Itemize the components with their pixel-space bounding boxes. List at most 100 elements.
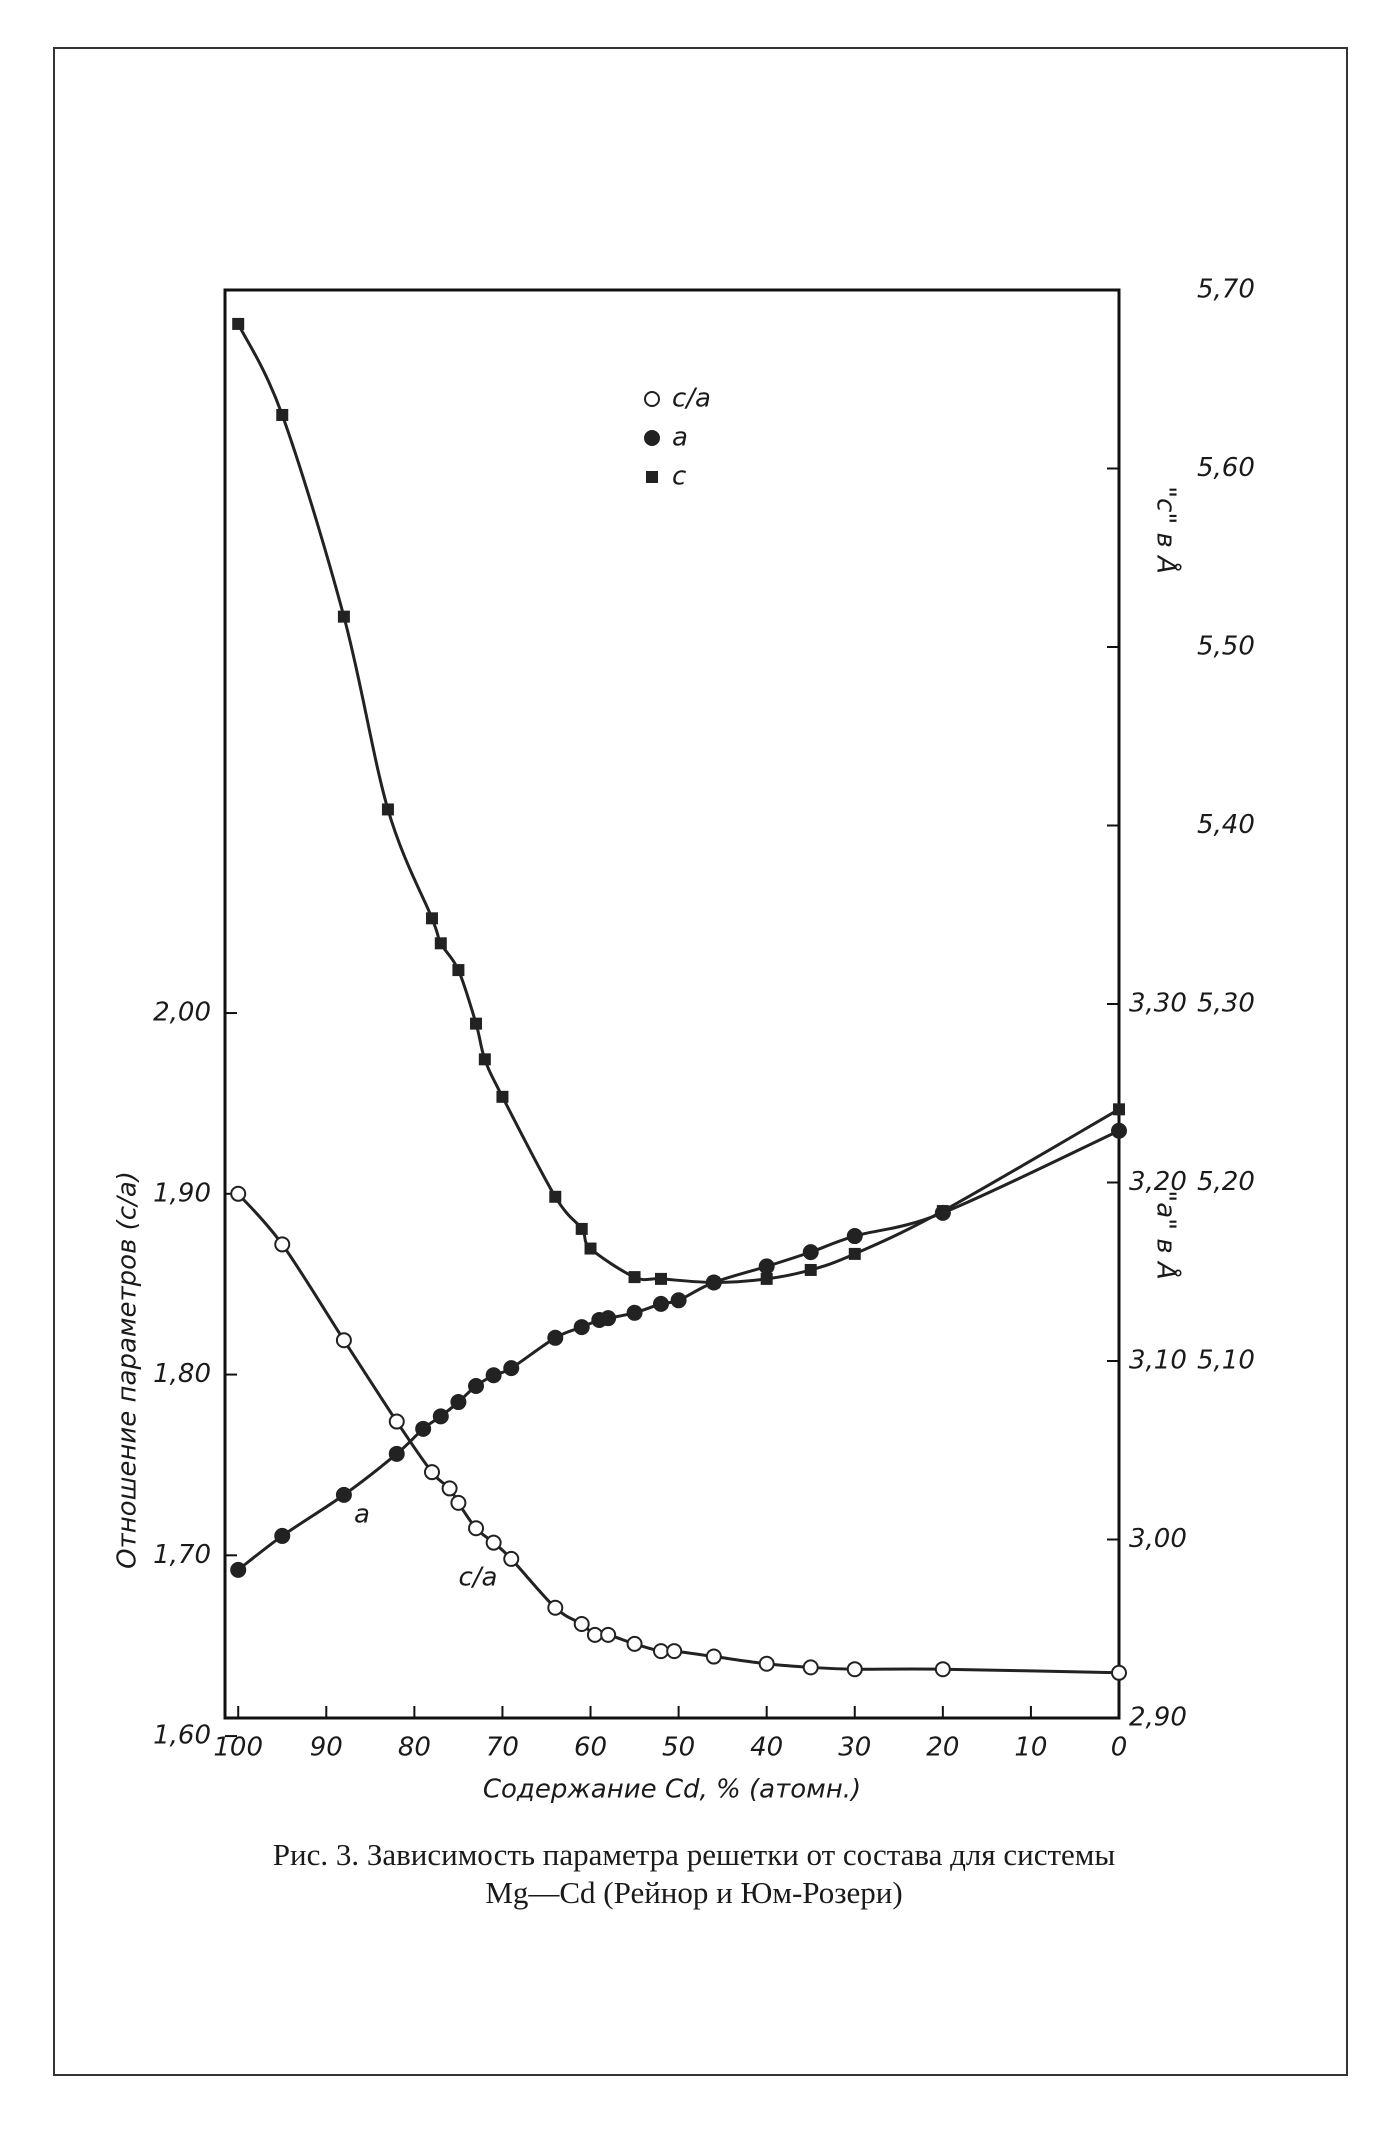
data-point <box>802 1244 819 1261</box>
y-tick-label: 2,00 <box>153 998 211 1028</box>
data-point <box>468 1377 485 1394</box>
legend-label: a <box>672 423 688 453</box>
data-point <box>423 1464 440 1481</box>
data-point <box>934 1661 951 1678</box>
y3-tick-label: 5,60 <box>1197 453 1255 483</box>
data-point <box>441 1480 458 1497</box>
legend-label: c <box>672 462 686 492</box>
series-line <box>237 1129 1120 1572</box>
y3-tick-label: 5,40 <box>1197 810 1255 840</box>
data-point <box>1113 1103 1125 1116</box>
data-point <box>503 1550 520 1567</box>
data-point <box>848 1247 861 1260</box>
x-tick-label: 50 <box>662 1733 695 1763</box>
y3-axis-label: "c" в Å <box>1151 486 1183 574</box>
data-point <box>758 1258 775 1275</box>
data-point <box>470 1017 483 1030</box>
data-point <box>804 1263 817 1276</box>
data-point <box>1111 1122 1127 1139</box>
data-point <box>573 1616 590 1633</box>
x-tick-label: 10 <box>1014 1733 1047 1763</box>
data-point <box>547 1599 564 1616</box>
data-point <box>274 1236 291 1253</box>
y2-axis-label: "a" в Å <box>1151 1190 1183 1280</box>
data-point <box>468 1520 485 1537</box>
data-point <box>388 1413 405 1430</box>
data-point <box>586 1626 603 1643</box>
y3-tick-label: 5,20 <box>1197 1167 1255 1197</box>
y-tick-label: 1,90 <box>153 1178 211 1208</box>
x-tick-label: 30 <box>838 1733 871 1763</box>
data-point <box>628 1271 641 1284</box>
data-point <box>670 1292 687 1309</box>
y-axis-label: Отношение параметров (c/a) <box>113 1171 143 1569</box>
legend-marker <box>646 471 658 483</box>
data-point <box>549 1190 562 1203</box>
data-point <box>1111 1664 1127 1681</box>
data-point <box>547 1329 564 1346</box>
curve-annotation: a <box>354 1500 370 1530</box>
data-point <box>652 1643 669 1660</box>
x-tick-label: 40 <box>750 1733 783 1763</box>
data-point <box>432 1408 449 1425</box>
data-point <box>452 964 465 977</box>
x-tick-label: 70 <box>486 1733 519 1763</box>
data-point <box>575 1222 588 1235</box>
y-tick-label: 1,60 <box>153 1721 211 1751</box>
data-point <box>478 1053 491 1066</box>
data-point <box>503 1360 520 1377</box>
y3-tick-label: 5,50 <box>1197 632 1255 662</box>
data-point <box>936 1205 949 1218</box>
y2-tick-label: 3,20 <box>1129 1167 1187 1197</box>
data-point <box>335 1332 352 1349</box>
legend-marker <box>644 391 660 407</box>
data-point <box>584 1242 597 1255</box>
data-point <box>600 1310 617 1327</box>
data-point <box>846 1661 863 1678</box>
data-point <box>600 1626 617 1643</box>
data-point <box>654 1272 667 1285</box>
data-point <box>705 1648 722 1665</box>
y3-tick-label: 5,30 <box>1197 989 1255 1019</box>
data-point <box>485 1534 502 1551</box>
data-point <box>573 1319 590 1336</box>
y3-tick-label: 5,10 <box>1197 1346 1255 1376</box>
data-point <box>337 610 350 623</box>
data-point <box>707 1276 720 1289</box>
data-point <box>652 1295 669 1312</box>
caption: Mg—Cd (Рейнор и Юм-Розери) <box>485 1875 902 1910</box>
y2-tick-label: 2,90 <box>1129 1703 1187 1733</box>
data-point <box>846 1228 863 1245</box>
data-point <box>276 408 289 421</box>
data-point <box>802 1659 819 1676</box>
legend-marker <box>644 430 660 446</box>
y2-tick-label: 3,00 <box>1129 1524 1187 1554</box>
x-tick-label: 20 <box>926 1733 959 1763</box>
x-tick-label: 90 <box>310 1733 343 1763</box>
data-point <box>485 1367 502 1384</box>
series-line <box>237 1192 1120 1675</box>
y2-tick-label: 3,10 <box>1129 1346 1187 1376</box>
x-axis-label: Содержание Cd, % (атомн.) <box>483 1775 861 1805</box>
caption: Рис. 3. Зависимость параметра решетки от… <box>273 1837 1116 1872</box>
data-point <box>496 1090 509 1103</box>
x-tick-label: 0 <box>1111 1733 1128 1763</box>
y-tick-label: 1,70 <box>153 1540 211 1570</box>
data-point <box>626 1635 643 1652</box>
data-point <box>230 1561 247 1578</box>
data-point <box>626 1304 643 1321</box>
data-point <box>415 1420 432 1437</box>
y-tick-label: 1,80 <box>153 1359 211 1389</box>
data-point <box>758 1655 775 1672</box>
y2-tick-label: 3,30 <box>1129 989 1187 1019</box>
data-point <box>274 1527 291 1544</box>
data-point <box>434 937 447 950</box>
data-point <box>230 1185 247 1202</box>
data-point <box>388 1445 405 1462</box>
data-point <box>335 1486 352 1503</box>
x-tick-label: 80 <box>398 1733 431 1763</box>
data-point <box>381 803 394 816</box>
curve-annotation: c/a <box>459 1563 498 1593</box>
data-point <box>450 1494 467 1511</box>
